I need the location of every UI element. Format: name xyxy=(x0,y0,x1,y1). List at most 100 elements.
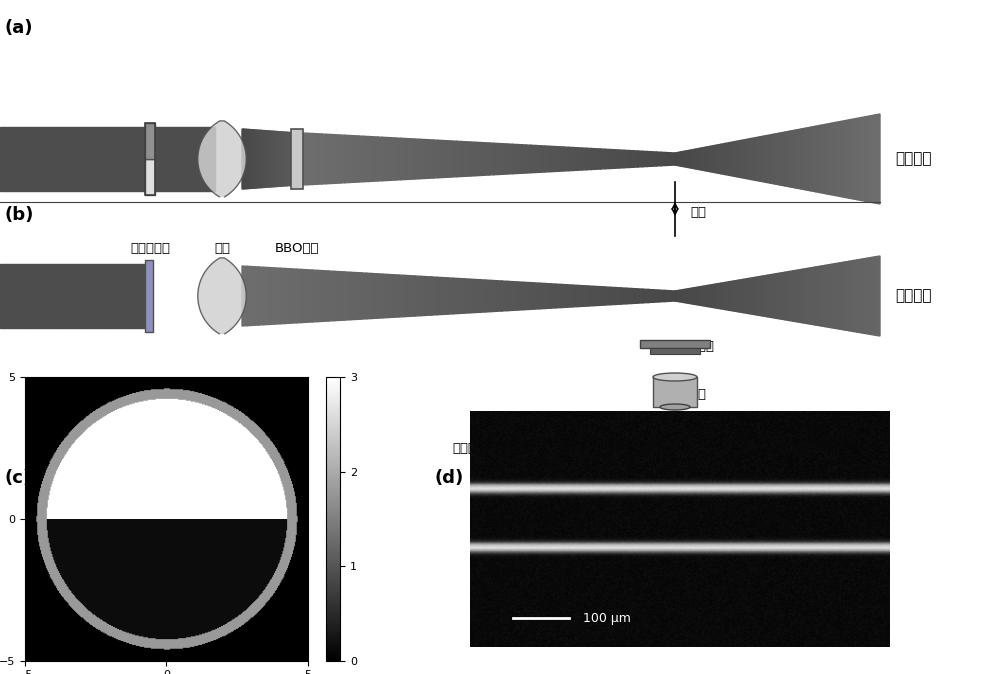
Polygon shape xyxy=(192,127,193,191)
Polygon shape xyxy=(180,127,181,191)
Polygon shape xyxy=(296,133,297,185)
Polygon shape xyxy=(675,290,678,301)
Polygon shape xyxy=(10,264,12,328)
Polygon shape xyxy=(17,264,19,328)
Polygon shape xyxy=(729,142,731,176)
Text: 透镜: 透镜 xyxy=(214,242,230,255)
Text: BBO晶体: BBO晶体 xyxy=(275,242,319,255)
Polygon shape xyxy=(209,127,210,191)
Polygon shape xyxy=(269,268,274,324)
Polygon shape xyxy=(245,129,246,189)
Polygon shape xyxy=(793,130,795,188)
Polygon shape xyxy=(813,267,816,325)
Polygon shape xyxy=(185,127,186,191)
Polygon shape xyxy=(512,144,517,174)
Polygon shape xyxy=(77,127,80,191)
Polygon shape xyxy=(813,126,816,192)
Polygon shape xyxy=(523,282,529,310)
Polygon shape xyxy=(58,264,60,328)
Polygon shape xyxy=(214,127,215,191)
Polygon shape xyxy=(350,272,356,319)
Polygon shape xyxy=(762,276,765,316)
Polygon shape xyxy=(870,115,872,203)
Polygon shape xyxy=(785,131,788,187)
Polygon shape xyxy=(494,144,498,175)
Polygon shape xyxy=(421,276,426,315)
Polygon shape xyxy=(415,139,419,179)
Polygon shape xyxy=(708,285,711,307)
Polygon shape xyxy=(431,277,437,315)
Polygon shape xyxy=(442,278,448,315)
Polygon shape xyxy=(2,264,5,328)
Polygon shape xyxy=(811,127,813,191)
Polygon shape xyxy=(757,137,760,181)
Polygon shape xyxy=(163,127,164,191)
Polygon shape xyxy=(626,288,632,304)
Polygon shape xyxy=(254,130,256,188)
Text: 细丝: 细丝 xyxy=(690,206,706,218)
Polygon shape xyxy=(14,264,17,328)
Polygon shape xyxy=(491,280,496,311)
Polygon shape xyxy=(114,264,116,328)
Polygon shape xyxy=(396,138,401,180)
Polygon shape xyxy=(312,270,318,322)
Polygon shape xyxy=(258,130,260,188)
Polygon shape xyxy=(591,148,596,169)
Polygon shape xyxy=(130,264,133,328)
Polygon shape xyxy=(875,115,877,204)
Polygon shape xyxy=(195,127,196,191)
Polygon shape xyxy=(744,279,747,313)
Bar xyxy=(650,348,700,354)
Polygon shape xyxy=(747,139,749,179)
Polygon shape xyxy=(875,256,877,336)
Bar xyxy=(640,440,710,452)
Polygon shape xyxy=(803,128,806,190)
Polygon shape xyxy=(572,285,578,307)
Polygon shape xyxy=(331,135,336,183)
Polygon shape xyxy=(680,290,683,303)
Polygon shape xyxy=(158,127,159,191)
Polygon shape xyxy=(287,132,289,186)
Polygon shape xyxy=(80,264,82,328)
Polygon shape xyxy=(75,264,77,328)
Polygon shape xyxy=(685,289,688,303)
Polygon shape xyxy=(683,151,685,167)
Polygon shape xyxy=(159,127,160,191)
Polygon shape xyxy=(438,140,442,178)
Ellipse shape xyxy=(662,435,688,445)
Polygon shape xyxy=(121,127,123,191)
Polygon shape xyxy=(184,127,185,191)
Polygon shape xyxy=(854,260,857,332)
Polygon shape xyxy=(116,264,118,328)
Polygon shape xyxy=(675,152,678,166)
Polygon shape xyxy=(51,127,53,191)
Polygon shape xyxy=(242,266,247,326)
Polygon shape xyxy=(339,272,345,320)
Polygon shape xyxy=(70,264,72,328)
Polygon shape xyxy=(87,127,89,191)
Polygon shape xyxy=(164,127,165,191)
Polygon shape xyxy=(94,264,97,328)
Polygon shape xyxy=(263,131,264,187)
Polygon shape xyxy=(829,264,831,328)
PathPatch shape xyxy=(198,121,246,197)
Polygon shape xyxy=(739,140,742,178)
Polygon shape xyxy=(97,264,99,328)
Polygon shape xyxy=(502,281,507,311)
Polygon shape xyxy=(666,152,670,166)
Text: 太赫兹波: 太赫兹波 xyxy=(895,152,931,166)
Polygon shape xyxy=(89,127,92,191)
Polygon shape xyxy=(248,129,249,189)
Polygon shape xyxy=(788,131,790,187)
Polygon shape xyxy=(872,115,875,203)
Polygon shape xyxy=(267,131,268,187)
Polygon shape xyxy=(690,288,693,304)
Polygon shape xyxy=(58,127,60,191)
Polygon shape xyxy=(642,151,647,166)
Polygon shape xyxy=(260,130,261,187)
Polygon shape xyxy=(387,137,391,181)
Polygon shape xyxy=(250,129,252,189)
Polygon shape xyxy=(166,127,167,191)
Polygon shape xyxy=(685,150,688,167)
Bar xyxy=(145,123,155,195)
